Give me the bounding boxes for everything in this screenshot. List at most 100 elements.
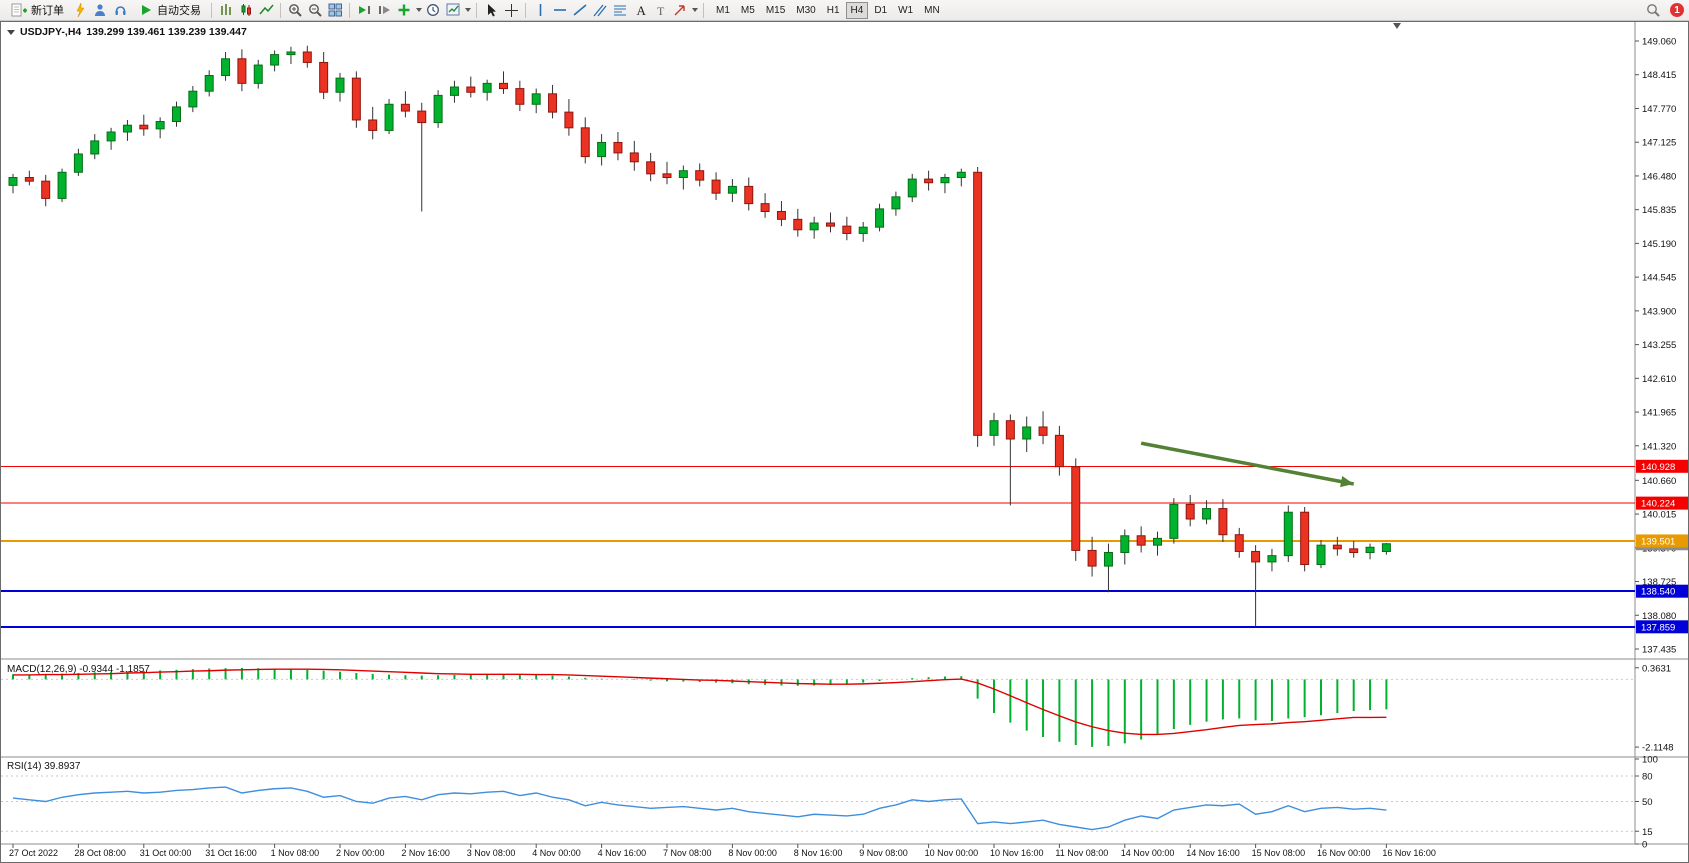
support-icon[interactable] bbox=[111, 2, 129, 18]
template-icon[interactable] bbox=[444, 2, 462, 18]
svg-text:2 Nov 16:00: 2 Nov 16:00 bbox=[401, 848, 450, 858]
line-chart-icon[interactable] bbox=[257, 2, 275, 18]
indicators-dropdown-icon[interactable] bbox=[416, 8, 422, 12]
timeframe-w1[interactable]: W1 bbox=[898, 4, 914, 16]
template-dropdown-icon[interactable] bbox=[465, 8, 471, 12]
arrows-icon[interactable] bbox=[671, 2, 689, 18]
play-icon bbox=[136, 2, 154, 18]
toolbar-separator bbox=[211, 2, 212, 18]
svg-text:143.255: 143.255 bbox=[1642, 340, 1676, 351]
svg-text:10 Nov 16:00: 10 Nov 16:00 bbox=[990, 848, 1044, 858]
zoom-out-icon[interactable] bbox=[306, 2, 324, 18]
svg-text:8 Nov 16:00: 8 Nov 16:00 bbox=[794, 848, 843, 858]
toolbar-separator bbox=[280, 2, 281, 18]
autotrading-label: 自动交易 bbox=[157, 5, 201, 17]
svg-text:100: 100 bbox=[1642, 755, 1658, 766]
svg-text:16 Nov 16:00: 16 Nov 16:00 bbox=[1382, 848, 1436, 858]
timeframe-mn[interactable]: MN bbox=[924, 4, 940, 16]
period-clock-icon[interactable] bbox=[424, 2, 442, 18]
trendline-icon[interactable] bbox=[571, 2, 589, 18]
svg-text:140.015: 140.015 bbox=[1642, 510, 1676, 521]
svg-text:14 Nov 16:00: 14 Nov 16:00 bbox=[1186, 848, 1240, 858]
trend-arrow[interactable] bbox=[1140, 441, 1355, 488]
svg-text:31 Oct 16:00: 31 Oct 16:00 bbox=[205, 848, 257, 858]
horizontal-lines[interactable] bbox=[1, 465, 1635, 628]
timeframe-h4[interactable]: H4 bbox=[845, 1, 869, 19]
svg-text:142.610: 142.610 bbox=[1642, 374, 1676, 385]
toolbar-separator bbox=[476, 2, 477, 18]
rsi-name: RSI(14) bbox=[7, 761, 42, 772]
svg-text:28 Oct 08:00: 28 Oct 08:00 bbox=[74, 848, 126, 858]
ohlc-values: 139.299 139.461 139.239 139.447 bbox=[86, 26, 247, 38]
profiles-icon[interactable] bbox=[91, 2, 109, 18]
timeframe-m5[interactable]: M5 bbox=[740, 4, 755, 16]
chart-window[interactable]: 149.060 148.415 147.770 147.125 146.480 145.8… bbox=[0, 21, 1689, 863]
tile-windows-icon[interactable] bbox=[326, 2, 344, 18]
svg-text:A: A bbox=[636, 3, 646, 18]
zoom-in-icon[interactable] bbox=[286, 2, 304, 18]
timeframe-d1[interactable]: D1 bbox=[874, 4, 888, 16]
fibonacci-icon[interactable] bbox=[611, 2, 629, 18]
svg-text:14 Nov 00:00: 14 Nov 00:00 bbox=[1121, 848, 1175, 858]
label-icon[interactable]: T bbox=[651, 2, 669, 18]
indicators-icon[interactable] bbox=[395, 2, 413, 18]
svg-text:144.545: 144.545 bbox=[1642, 273, 1676, 284]
chart-shift-marker[interactable] bbox=[1393, 23, 1401, 29]
timeframe-h1[interactable]: H1 bbox=[826, 4, 840, 16]
svg-text:4 Nov 16:00: 4 Nov 16:00 bbox=[598, 848, 647, 858]
chart-shift-icon[interactable] bbox=[375, 2, 393, 18]
macd-values: -0.9344 -1.1857 bbox=[79, 664, 150, 675]
svg-text:146.480: 146.480 bbox=[1642, 171, 1676, 182]
svg-text:137.435: 137.435 bbox=[1642, 644, 1676, 655]
svg-text:3 Nov 08:00: 3 Nov 08:00 bbox=[467, 848, 516, 858]
vertical-line-icon[interactable] bbox=[531, 2, 549, 18]
macd-label: MACD(12,26,9) -0.9344 -1.1857 bbox=[7, 664, 150, 675]
symbol-period-label: USDJPY-,H4 bbox=[20, 26, 82, 38]
time-axis[interactable]: 27 Oct 2022 28 Oct 08:00 31 Oct 00:00 31 Oc… bbox=[9, 844, 1436, 858]
bar-chart-icon[interactable] bbox=[217, 2, 235, 18]
svg-text:9 Nov 08:00: 9 Nov 08:00 bbox=[859, 848, 908, 858]
svg-text:2 Nov 00:00: 2 Nov 00:00 bbox=[336, 848, 385, 858]
timeframe-m30[interactable]: M30 bbox=[796, 4, 816, 16]
chart-svg[interactable]: 149.060 148.415 147.770 147.125 146.480 145.8… bbox=[1, 22, 1688, 862]
svg-text:15 Nov 08:00: 15 Nov 08:00 bbox=[1252, 848, 1306, 858]
horizontal-line-icon[interactable] bbox=[551, 2, 569, 18]
svg-text:11 Nov 08:00: 11 Nov 08:00 bbox=[1055, 848, 1108, 858]
svg-text:16 Nov 00:00: 16 Nov 00:00 bbox=[1317, 848, 1371, 858]
svg-text:4 Nov 00:00: 4 Nov 00:00 bbox=[532, 848, 581, 858]
svg-text:147.770: 147.770 bbox=[1642, 104, 1676, 115]
timeframe-m15[interactable]: M15 bbox=[765, 4, 786, 16]
svg-text:138.540: 138.540 bbox=[1641, 587, 1675, 598]
text-icon[interactable]: A bbox=[631, 2, 649, 18]
channel-icon[interactable] bbox=[591, 2, 609, 18]
toolbar-separator bbox=[703, 2, 704, 18]
svg-text:31 Oct 00:00: 31 Oct 00:00 bbox=[140, 848, 192, 858]
alert-badge[interactable]: 1 bbox=[1670, 3, 1684, 17]
lightning-icon[interactable] bbox=[71, 2, 89, 18]
cursor-icon[interactable] bbox=[482, 2, 500, 18]
autotrading-button[interactable]: 自动交易 bbox=[131, 1, 206, 20]
chart-title: USDJPY-,H4 139.299 139.461 139.239 139.4… bbox=[7, 26, 247, 38]
timeframe-group: M1 M5 M15 M30 H1 H4 D1 W1 MN bbox=[711, 1, 945, 19]
toolbar-separator bbox=[525, 2, 526, 18]
svg-text:138.725: 138.725 bbox=[1642, 577, 1676, 588]
svg-text:1 Nov 08:00: 1 Nov 08:00 bbox=[271, 848, 320, 858]
crosshair-icon[interactable] bbox=[502, 2, 520, 18]
new-order-label: 新订单 bbox=[31, 5, 64, 17]
new-order-icon bbox=[10, 2, 28, 18]
svg-text:0: 0 bbox=[1642, 840, 1647, 851]
svg-text:T: T bbox=[657, 4, 665, 18]
svg-text:15: 15 bbox=[1642, 827, 1653, 838]
arrows-dropdown-icon[interactable] bbox=[692, 8, 698, 12]
svg-text:27 Oct 2022: 27 Oct 2022 bbox=[9, 848, 58, 858]
price-axis: 149.060 148.415 147.770 147.125 146.480 145.8… bbox=[1635, 37, 1676, 655]
candlestick-icon[interactable] bbox=[237, 2, 255, 18]
symbol-dropdown-icon[interactable] bbox=[7, 29, 15, 35]
timeframe-m1[interactable]: M1 bbox=[716, 4, 730, 16]
auto-scroll-icon[interactable] bbox=[355, 2, 373, 18]
new-order-button[interactable]: 新订单 bbox=[5, 1, 69, 20]
svg-text:140.928: 140.928 bbox=[1641, 462, 1675, 473]
search-icon[interactable] bbox=[1644, 2, 1662, 18]
rsi-panel bbox=[1, 775, 1635, 832]
